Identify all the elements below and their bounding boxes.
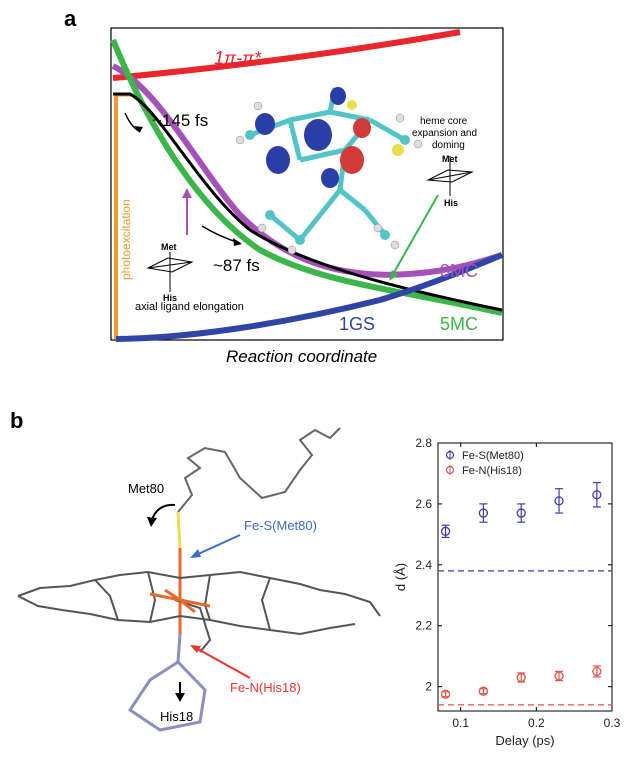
data-point (554, 496, 564, 506)
axial-label: axial ligand elongation (135, 301, 244, 313)
y-tick-label: 2.6 (415, 497, 432, 511)
molecule-model (235, 87, 423, 255)
heme-octahedron-icon (426, 156, 474, 196)
green-arrow (391, 194, 439, 277)
t145-label: ~145 fs (152, 111, 208, 130)
pi-pi-star-label: 1π-π* (214, 48, 262, 68)
ground-state-curve (115, 252, 504, 342)
legend-marker (445, 465, 455, 475)
fe-s-label: Fe-S(Met80) (244, 518, 317, 533)
x-tick-label: 0.2 (528, 716, 545, 730)
y-axis-label: d (Å) (393, 563, 408, 591)
data-point (516, 508, 526, 518)
pi-pi-star-curve (112, 29, 461, 81)
t87-label: ~87 fs (213, 256, 260, 275)
his-label-left: His (163, 293, 177, 303)
met-label-right: Met (442, 154, 458, 164)
purple-arrow-head (182, 188, 192, 198)
legend-label: Fe-N(His18) (462, 465, 522, 477)
data-point (592, 490, 602, 500)
five-mc-label: 5MC (440, 314, 478, 334)
x-tick-label: 0.1 (452, 716, 469, 730)
met-label-left: Met (161, 242, 177, 252)
data-point (592, 666, 602, 677)
trajectory-curve (113, 92, 503, 312)
chart-frame (437, 442, 613, 712)
ground-state-label: 1GS (339, 314, 375, 334)
x-axis-label: Delay (ps) (495, 733, 554, 748)
data-point (478, 686, 489, 696)
data-point (478, 508, 489, 518)
y-tick-label: 2 (425, 680, 432, 694)
heme-label-3: doming (432, 140, 465, 151)
trajectory-arrow-2-head (233, 238, 242, 246)
data-point (440, 689, 451, 699)
heme-label-2: expansion and (412, 128, 477, 139)
three-mc-label: 3MC (440, 261, 478, 281)
panel-a-label: a (64, 6, 77, 31)
panel-a-frame (110, 27, 504, 341)
five-mc-curve (110, 38, 503, 316)
panel-b-label: b (10, 408, 24, 433)
y-tick-label: 2.8 (415, 436, 432, 450)
data-point (440, 526, 451, 536)
heme-label-1: heme core (420, 116, 468, 127)
trajectory-arrow-1 (124, 112, 141, 133)
y-tick-label: 2.2 (415, 619, 432, 633)
trajectory-arrow-1-head (134, 126, 143, 132)
data-point (554, 671, 564, 681)
reaction-coordinate-label: Reaction coordinate (226, 347, 377, 366)
data-point (516, 672, 526, 683)
met80-label: Met80 (128, 481, 165, 496)
his-label-right: His (444, 198, 458, 208)
y-tick-label: 2.4 (415, 558, 432, 572)
x-tick-label: 0.3 (604, 716, 621, 730)
green-arrow-head (389, 270, 398, 281)
fe-n-label: Fe-N(His18) (230, 680, 301, 695)
legend-label: Fe-S(Met80) (462, 450, 524, 462)
photoexcitation-label: photoexcitation (119, 199, 133, 280)
his18-label: His18 (160, 709, 194, 724)
legend-marker (445, 450, 455, 460)
axial-octahedron-icon (146, 252, 194, 292)
